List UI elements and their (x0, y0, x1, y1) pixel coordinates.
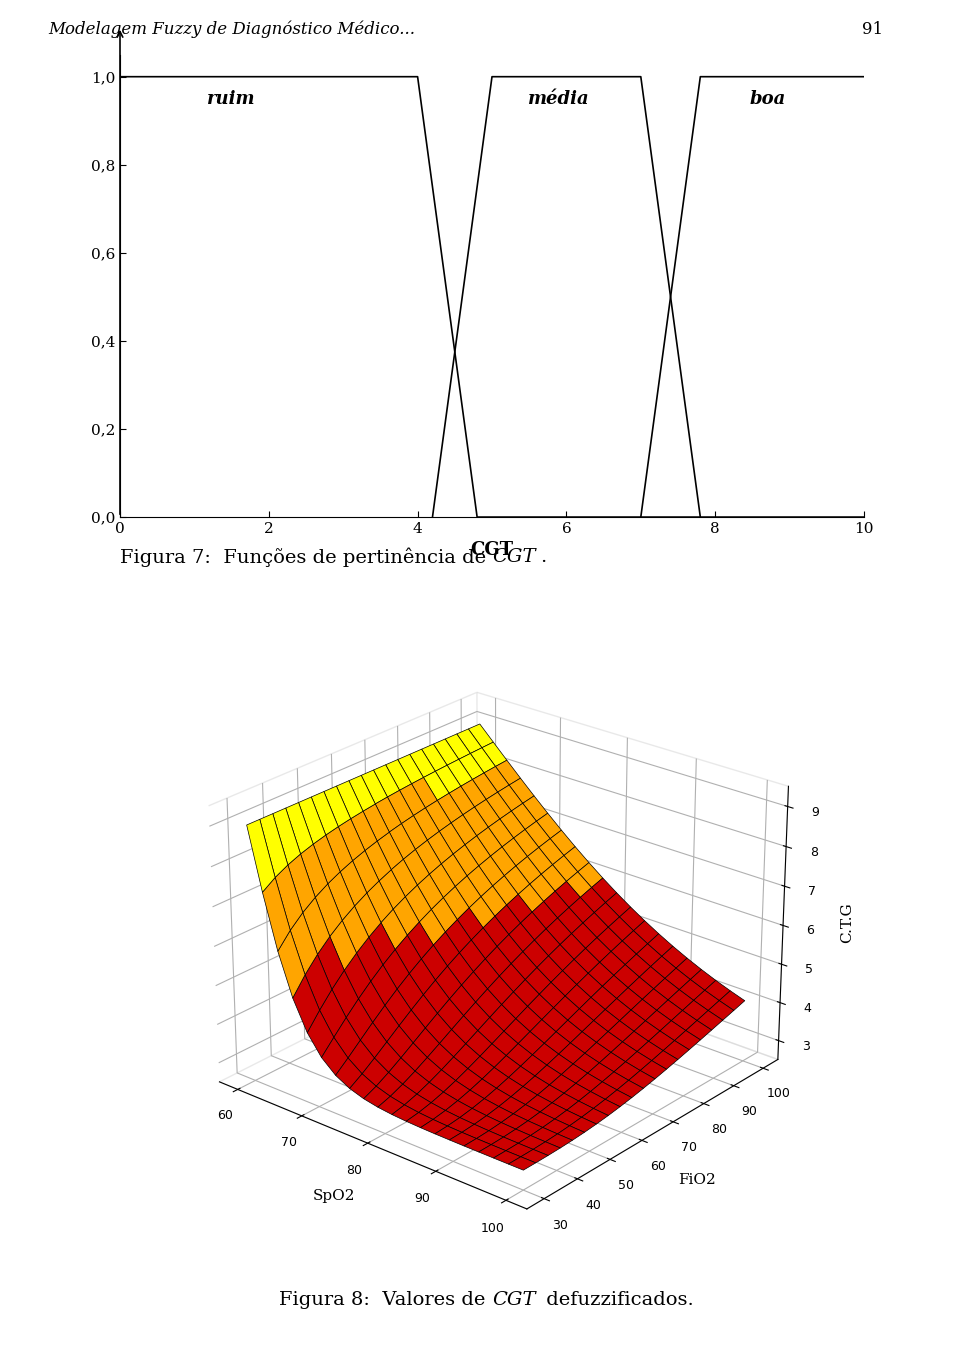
Text: ruim: ruim (207, 90, 256, 108)
Y-axis label: FiO2: FiO2 (679, 1173, 716, 1187)
Text: boa: boa (749, 90, 785, 108)
X-axis label: CGT: CGT (470, 541, 514, 559)
Text: .: . (540, 548, 546, 566)
Text: CGT: CGT (492, 1290, 536, 1310)
Text: Figura 7:  Funções de pertinência de: Figura 7: Funções de pertinência de (120, 548, 492, 567)
Text: CGT: CGT (492, 548, 536, 566)
Text: Modelagem Fuzzy de Diagnóstico Médico...: Modelagem Fuzzy de Diagnóstico Médico... (48, 21, 415, 38)
Text: média: média (528, 90, 589, 108)
Text: defuzzificados.: defuzzificados. (540, 1290, 694, 1310)
X-axis label: SpO2: SpO2 (313, 1189, 355, 1203)
Text: Figura 8:  Valores de: Figura 8: Valores de (279, 1290, 492, 1310)
Text: 91: 91 (862, 21, 883, 37)
